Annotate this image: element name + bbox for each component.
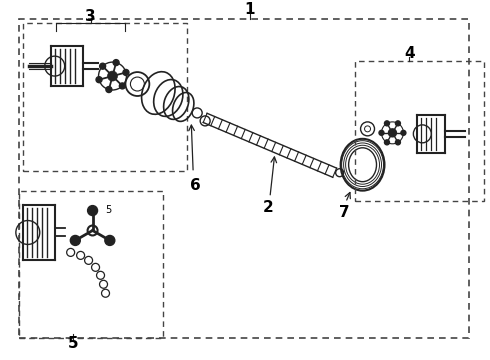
Text: 5: 5	[67, 336, 78, 351]
Circle shape	[395, 140, 400, 145]
Text: 4: 4	[404, 46, 415, 60]
Circle shape	[105, 235, 115, 246]
Circle shape	[395, 121, 400, 126]
Text: 7: 7	[339, 205, 350, 220]
Bar	[23, 23, 187, 171]
Circle shape	[88, 206, 98, 216]
Circle shape	[99, 63, 106, 69]
Text: 3: 3	[85, 9, 96, 24]
Text: 2: 2	[263, 200, 273, 215]
Text: 6: 6	[190, 178, 200, 193]
Circle shape	[71, 235, 80, 246]
Bar	[19, 191, 163, 338]
Circle shape	[389, 129, 396, 137]
Circle shape	[120, 83, 125, 89]
Text: 1: 1	[245, 2, 255, 17]
Circle shape	[107, 71, 118, 81]
Circle shape	[96, 77, 102, 83]
Bar	[355, 61, 484, 201]
Circle shape	[379, 130, 384, 135]
Circle shape	[401, 130, 406, 135]
Circle shape	[106, 86, 112, 93]
Text: 5: 5	[105, 204, 112, 215]
Circle shape	[123, 69, 129, 76]
Circle shape	[385, 140, 390, 145]
Circle shape	[113, 60, 119, 66]
Bar	[19, 19, 469, 338]
Circle shape	[88, 225, 98, 235]
Circle shape	[385, 121, 390, 126]
